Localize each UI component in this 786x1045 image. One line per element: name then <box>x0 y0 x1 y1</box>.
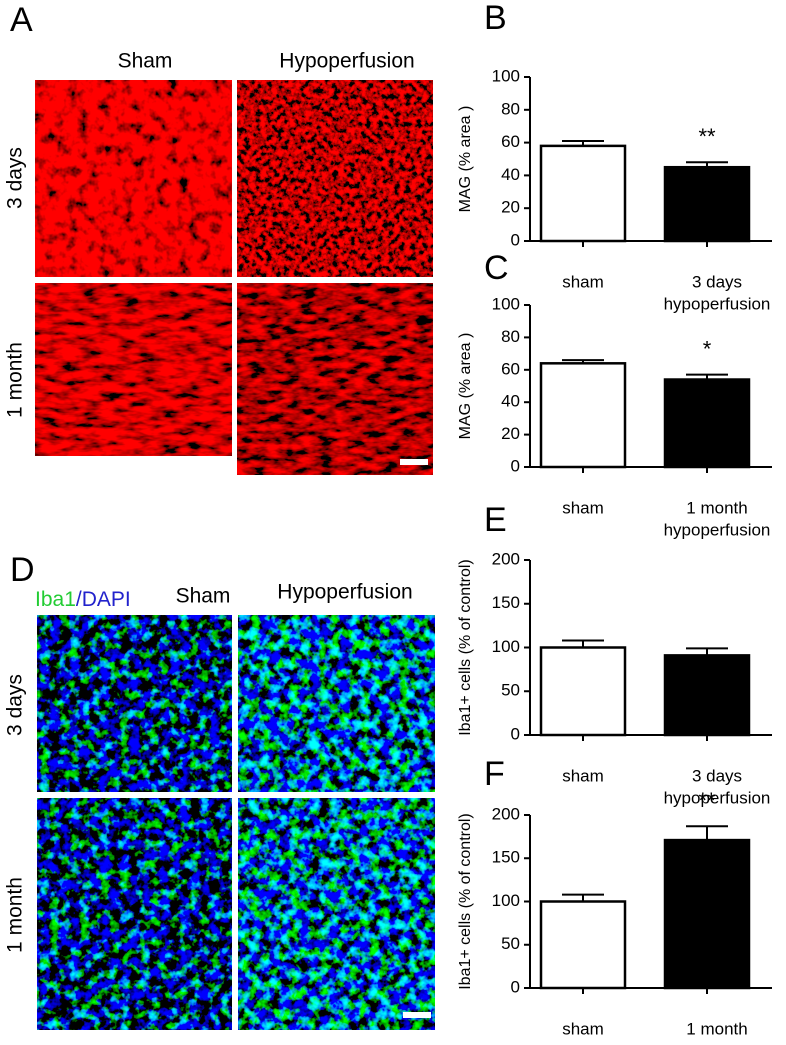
x-tick-label: hypoperfusion <box>664 294 771 313</box>
micrograph <box>237 283 433 475</box>
y-tick-label: 100 <box>492 66 520 85</box>
bar <box>663 378 751 469</box>
row-label: 3 days <box>4 147 27 209</box>
x-tick-label: 3 days <box>692 766 742 785</box>
y-tick-label: 150 <box>492 593 520 612</box>
y-axis-label: MAG (% area ) <box>457 106 474 213</box>
y-tick-label: 150 <box>492 848 520 867</box>
y-tick-label: 80 <box>501 327 520 346</box>
x-tick-label: sham <box>562 272 604 291</box>
y-tick-label: 0 <box>511 230 520 249</box>
panel-letter: E <box>484 501 507 539</box>
scale-bar <box>403 1012 431 1018</box>
y-axis-label: Iba1+ cells (% of control) <box>457 559 474 736</box>
panel-d: D Iba1/DAPI Sham Hypoperfusion 3 days 1 … <box>4 551 435 1030</box>
x-tick-label: 3 days <box>692 272 742 291</box>
x-tick-label: hypoperfusion <box>664 788 771 807</box>
row-label: 1 month <box>4 877 27 953</box>
stain-label: Iba1/DAPI <box>35 588 131 611</box>
y-tick-label: 60 <box>501 359 520 378</box>
y-tick-label: 100 <box>492 891 520 910</box>
y-tick-label: 100 <box>492 637 520 656</box>
y-tick-label: 40 <box>501 165 520 184</box>
y-axis-label: Iba1+ cells (% of control) <box>457 813 474 990</box>
y-tick-label: 40 <box>501 392 520 411</box>
micrograph <box>37 615 232 792</box>
micrograph <box>35 283 232 475</box>
y-tick-label: 50 <box>501 681 520 700</box>
x-tick-label: sham <box>562 498 604 517</box>
stain-dapi: /DAPI <box>76 588 131 611</box>
y-tick-label: 0 <box>511 724 520 743</box>
y-tick-label: 60 <box>501 132 520 151</box>
x-tick-label: 1 month <box>686 498 747 517</box>
significance: * <box>703 336 712 361</box>
bar <box>539 900 627 990</box>
y-axis-label: MAG (% area ) <box>457 333 474 440</box>
bar <box>663 165 751 243</box>
y-tick-label: 200 <box>492 804 520 823</box>
y-tick-label: 100 <box>492 294 520 313</box>
panel-letter: B <box>484 0 507 37</box>
y-tick-label: 80 <box>501 99 520 118</box>
x-tick-label: hypoperfusion <box>664 520 771 539</box>
panel-letter: F <box>484 755 505 793</box>
y-tick-label: 200 <box>492 549 520 568</box>
y-tick-label: 20 <box>501 198 520 217</box>
bar <box>539 646 627 737</box>
row-label: 3 days <box>4 674 27 736</box>
significance: ** <box>698 124 716 149</box>
scale-bar <box>400 459 428 465</box>
column-label: Sham <box>176 585 231 608</box>
x-tick-label: 1 month <box>686 1019 747 1038</box>
micrograph <box>35 80 232 277</box>
bar <box>539 144 627 243</box>
bar <box>663 654 751 737</box>
column-label: Sham <box>118 50 173 73</box>
row-label: 1 month <box>4 342 27 418</box>
bar <box>663 838 751 990</box>
micrograph <box>237 80 433 277</box>
y-tick-label: 20 <box>501 424 520 443</box>
y-tick-label: 50 <box>501 934 520 953</box>
panel-a: A Sham Hypoperfusion 3 days 1 month <box>4 1 433 475</box>
panel-letter: A <box>10 1 33 39</box>
column-label: Hypoperfusion <box>279 50 414 73</box>
y-tick-label: 0 <box>511 977 520 996</box>
bar <box>539 362 627 469</box>
panel-letter: C <box>484 249 509 287</box>
x-tick-label: sham <box>562 1019 604 1038</box>
column-label: Hypoperfusion <box>277 581 412 604</box>
significance: ** <box>698 788 716 813</box>
micrograph <box>238 798 435 1030</box>
panel-letter: D <box>10 551 35 589</box>
micrograph <box>37 798 232 1030</box>
x-tick-label: sham <box>562 766 604 785</box>
stain-iba1: Iba1 <box>35 588 76 611</box>
micrograph <box>238 615 435 792</box>
y-tick-label: 0 <box>511 456 520 475</box>
